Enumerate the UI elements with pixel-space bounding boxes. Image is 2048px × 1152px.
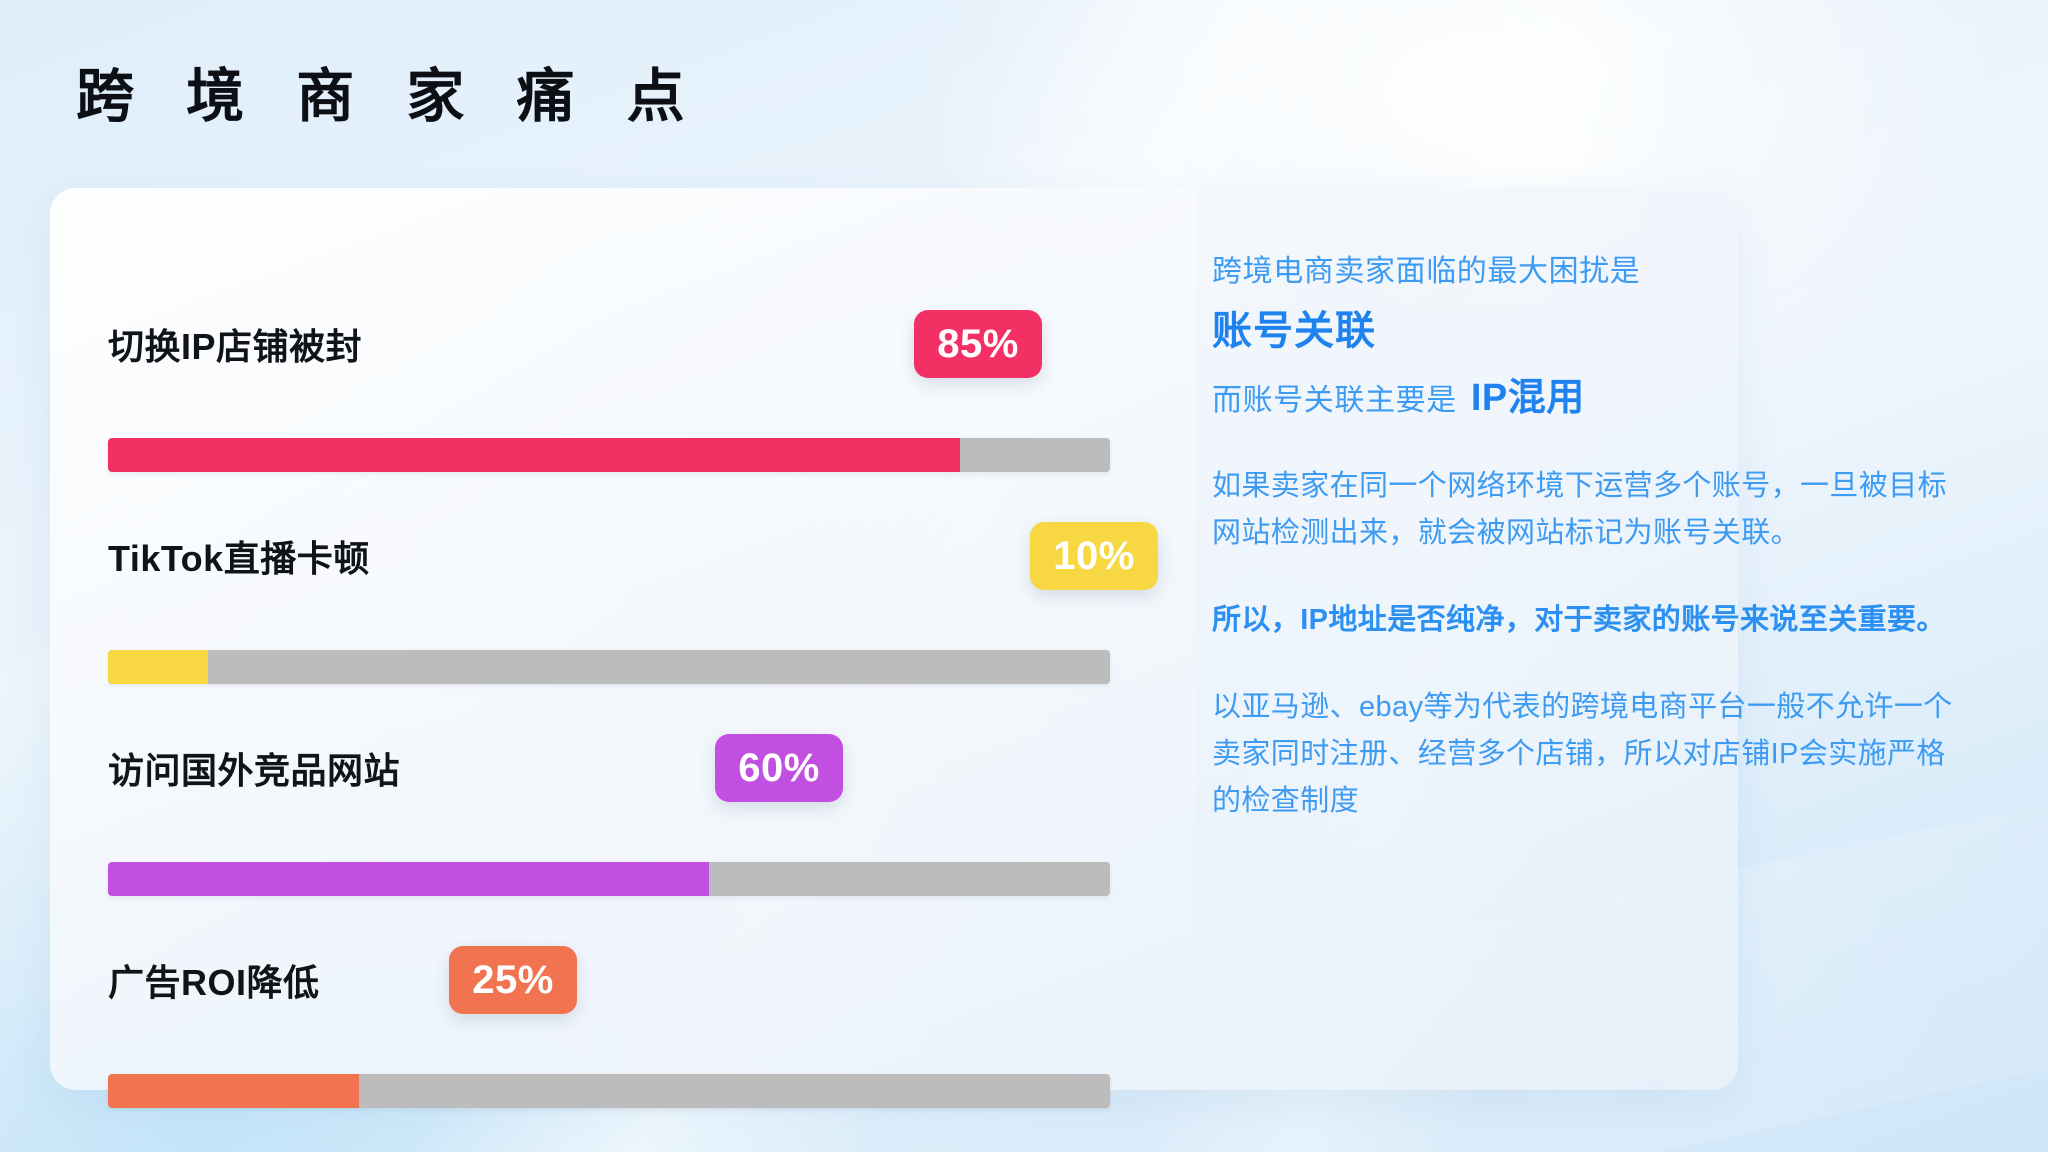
bar-label: 访问国外竞品网站 <box>108 750 401 791</box>
bar-row: 访问国外竞品网站 60% <box>108 720 1110 932</box>
page-title: 跨 境 商 家 痛 点 <box>76 64 703 129</box>
side-panel-paragraph-1: 如果卖家在同一个网络环境下运营多个账号，一旦被目标网站检测出来，就会被网站标记为… <box>1212 469 1948 549</box>
bar-row: 切换IP店铺被封 85% <box>108 296 1110 508</box>
bar-value-badge: 85% <box>914 310 1042 378</box>
bar-fill <box>108 862 710 896</box>
bar-fill <box>108 438 960 472</box>
bar-row: 广告ROI降低 25% <box>108 932 1110 1144</box>
side-panel: 跨境电商卖家面临的最大困扰是 账号关联 而账号关联主要是 IP混用 如果卖家在同一… <box>1212 252 1972 825</box>
bar-value-badge: 25% <box>449 946 577 1014</box>
bar-header: 切换IP店铺被封 85% <box>108 296 1110 378</box>
bar-track <box>108 862 1110 896</box>
bar-header: 访问国外竞品网站 60% <box>108 720 1110 802</box>
side-panel-mix-keyword: IP混用 <box>1470 376 1585 419</box>
side-panel-mix-line: 而账号关联主要是 IP混用 <box>1212 374 1972 423</box>
bar-label: 切换IP店铺被封 <box>108 326 363 367</box>
bar-header: TikTok直播卡顿 10% <box>108 508 1158 590</box>
side-panel-paragraph-3: 以亚马逊、ebay等为代表的跨境电商平台一般不允许一个卖家同时注册、经营多个店铺… <box>1212 690 1953 817</box>
bar-fill <box>108 1074 359 1108</box>
bar-fill <box>108 650 209 684</box>
bar-chart: 切换IP店铺被封 85% TikTok直播卡顿 10% 访问国外竞品网站 60%… <box>108 296 1158 1144</box>
bar-label: TikTok直播卡顿 <box>108 538 370 579</box>
side-panel-mix-prefix: 而账号关联主要是 <box>1212 383 1457 417</box>
bar-track <box>108 438 1110 472</box>
bar-track <box>108 1074 1110 1108</box>
bar-value-badge: 60% <box>715 734 843 802</box>
bar-value-badge: 10% <box>1030 522 1158 590</box>
bar-row: TikTok直播卡顿 10% <box>108 508 1158 720</box>
side-panel-intro: 跨境电商卖家面临的最大困扰是 <box>1212 255 1641 288</box>
bar-header: 广告ROI降低 25% <box>108 932 1110 1014</box>
bar-track <box>108 650 1110 684</box>
bar-label: 广告ROI降低 <box>108 962 320 1003</box>
side-panel-paragraph-2: 所以，IP地址是否纯净，对于卖家的账号来说至关重要。 <box>1212 603 1946 636</box>
side-panel-keyword: 账号关联 <box>1212 308 1376 353</box>
